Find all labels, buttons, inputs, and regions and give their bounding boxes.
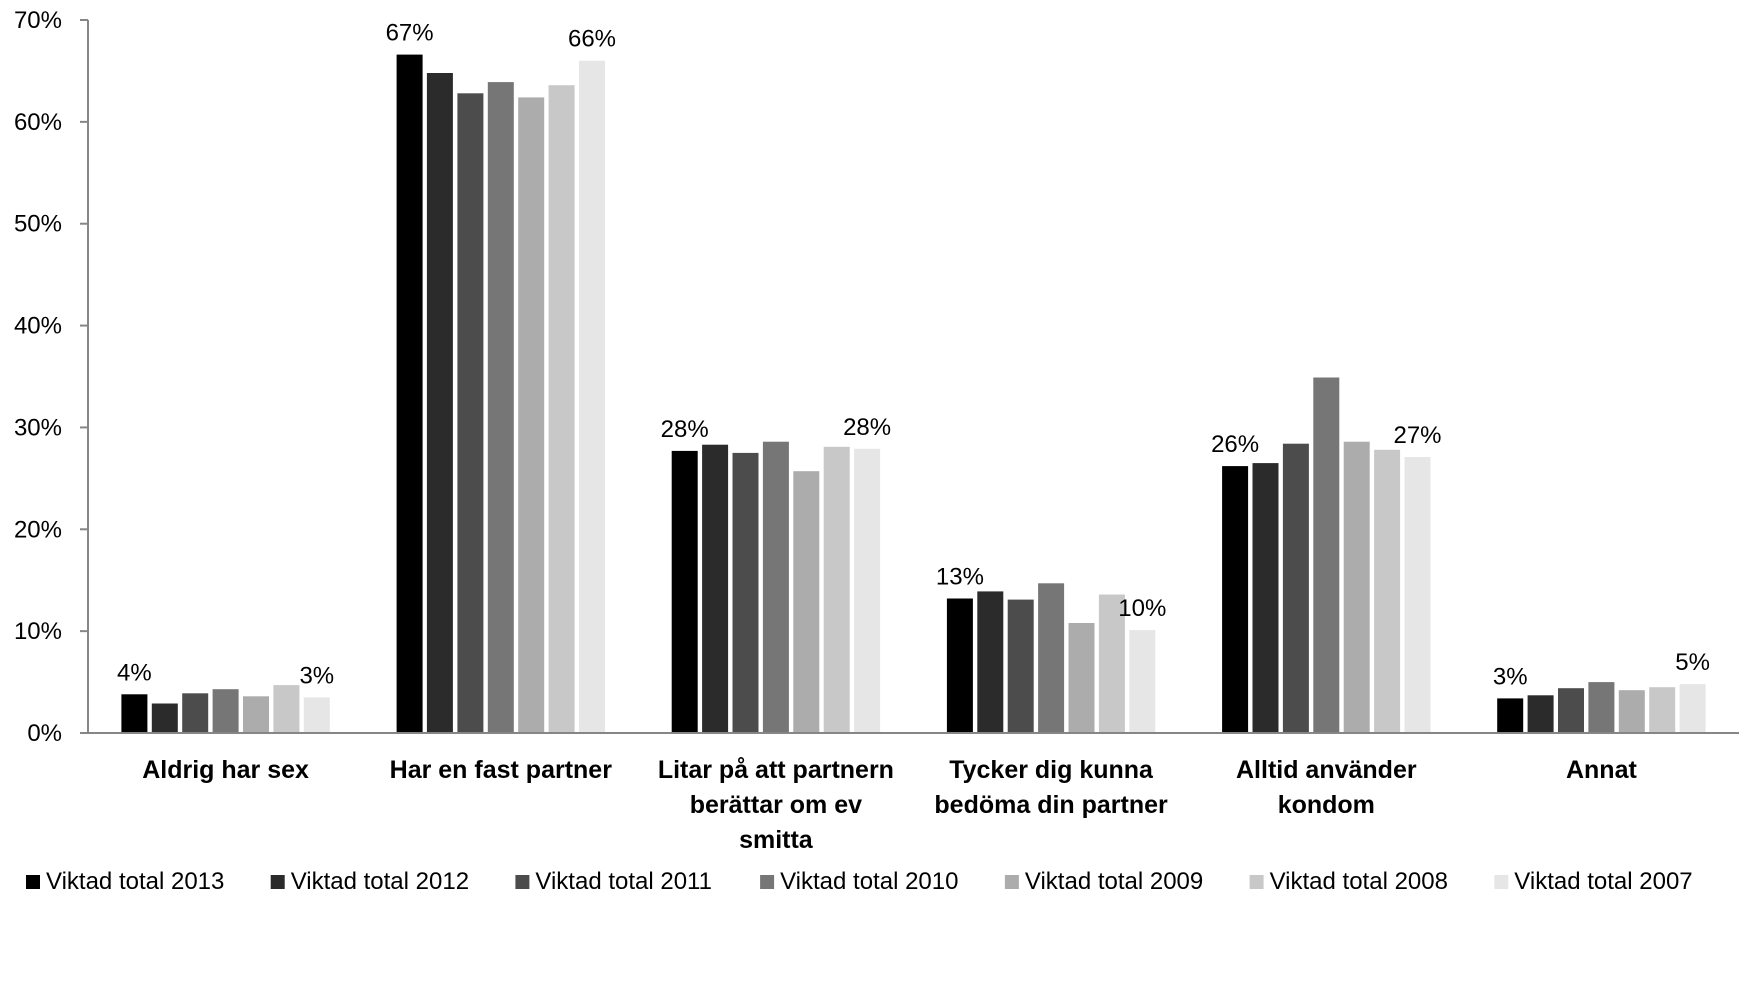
bar: [518, 97, 545, 733]
category-label: berättar om ev: [690, 791, 862, 819]
bar: [121, 694, 148, 733]
legend-swatch: [26, 875, 40, 889]
category-label: bedöma din partner: [934, 791, 1168, 819]
data-label: 66%: [568, 26, 616, 53]
y-tick-label: 20%: [14, 516, 62, 543]
legend: Viktad total 2013 Viktad total 2012 Viktad…: [26, 868, 1693, 895]
legend-swatch: [1494, 875, 1509, 889]
legend-swatch: [515, 875, 530, 889]
legend-label: Viktad total 2008: [1270, 868, 1448, 895]
bar: [1527, 695, 1554, 733]
bar: [151, 703, 178, 733]
bar: [1313, 377, 1340, 733]
legend-label: Viktad total 2012: [291, 868, 469, 895]
bar: [182, 693, 209, 733]
legend-swatch: [1004, 875, 1019, 889]
y-tick-label: 0%: [27, 720, 62, 747]
category-label: Tycker dig kunna: [949, 756, 1154, 784]
data-label: 5%: [1675, 649, 1710, 676]
category-label: smitta: [739, 826, 814, 854]
legend-swatch: [760, 875, 775, 889]
data-label: 28%: [661, 416, 709, 443]
bar: [823, 446, 850, 733]
bar: [1129, 630, 1156, 733]
bar: [977, 591, 1004, 733]
bar: [1038, 583, 1065, 733]
y-tick-label: 30%: [14, 414, 62, 441]
bar: [702, 444, 729, 733]
data-label: 3%: [299, 662, 334, 689]
bar: [1618, 690, 1645, 733]
bar: [1404, 457, 1431, 733]
data-labels: 4% 3% 67% 66% 28% 28% 13% 10% 26% 27% 3% 5%: [117, 20, 1710, 691]
category-label: Annat: [1566, 756, 1638, 784]
bar: [243, 696, 269, 733]
bar: [1497, 698, 1524, 733]
bar: [212, 689, 239, 733]
bar: [671, 450, 698, 733]
category-label: kondom: [1278, 791, 1375, 819]
y-tick-label: 50%: [14, 211, 62, 238]
bar: [396, 54, 423, 734]
legend-swatch: [270, 875, 285, 889]
bar: [1343, 441, 1370, 733]
category-label: Aldrig har sex: [142, 756, 309, 784]
bar: [457, 93, 484, 734]
data-label: 67%: [386, 20, 434, 47]
bar: [1588, 682, 1615, 733]
legend-label: Viktad total 2011: [535, 868, 712, 895]
bar: [1679, 684, 1706, 733]
bar: [1558, 688, 1584, 733]
y-tick-label: 70%: [14, 7, 62, 34]
y-axis: 0% 10% 20% 30% 40% 50% 60% 70%: [14, 7, 89, 747]
bar: [762, 441, 789, 733]
category-label: Litar på att partnern: [658, 756, 894, 784]
bar: [1374, 449, 1401, 733]
bar: [487, 82, 514, 734]
bar: [579, 60, 605, 733]
bar: [1222, 466, 1249, 733]
bar: [426, 73, 453, 733]
category-label: Har en fast partner: [390, 756, 613, 784]
bar: [1649, 687, 1676, 733]
y-tick-label: 10%: [14, 618, 62, 645]
bar: [1252, 463, 1279, 733]
data-label: 10%: [1118, 595, 1166, 622]
bar: [1098, 594, 1125, 733]
bars: [121, 54, 1706, 734]
data-label: 13%: [936, 564, 984, 591]
bar: [1007, 599, 1034, 733]
legend-label: Viktad total 2013: [46, 868, 224, 895]
y-tick-label: 60%: [14, 109, 62, 136]
bar: [854, 448, 881, 733]
bar: [1068, 623, 1095, 733]
data-label: 3%: [1493, 663, 1528, 690]
legend-swatch: [1249, 875, 1264, 889]
x-axis: Aldrig har sex Har en fast partner Litar p…: [88, 732, 1739, 854]
bar: [1282, 443, 1309, 733]
legend-label: Viktad total 2009: [1025, 868, 1203, 895]
bar: [273, 685, 300, 733]
data-label: 4%: [117, 659, 152, 686]
data-label: 27%: [1393, 422, 1441, 449]
bar: [732, 452, 759, 733]
bar: [793, 471, 820, 733]
bar: [548, 85, 575, 733]
y-tick-label: 40%: [14, 313, 62, 340]
bar: [946, 598, 973, 733]
bar: [303, 697, 330, 733]
category-label: Alltid använder: [1236, 756, 1417, 784]
legend-label: Viktad total 2007: [1514, 868, 1692, 895]
legend-label: Viktad total 2010: [780, 868, 958, 895]
data-label: 26%: [1211, 431, 1259, 458]
data-label: 28%: [843, 414, 891, 441]
